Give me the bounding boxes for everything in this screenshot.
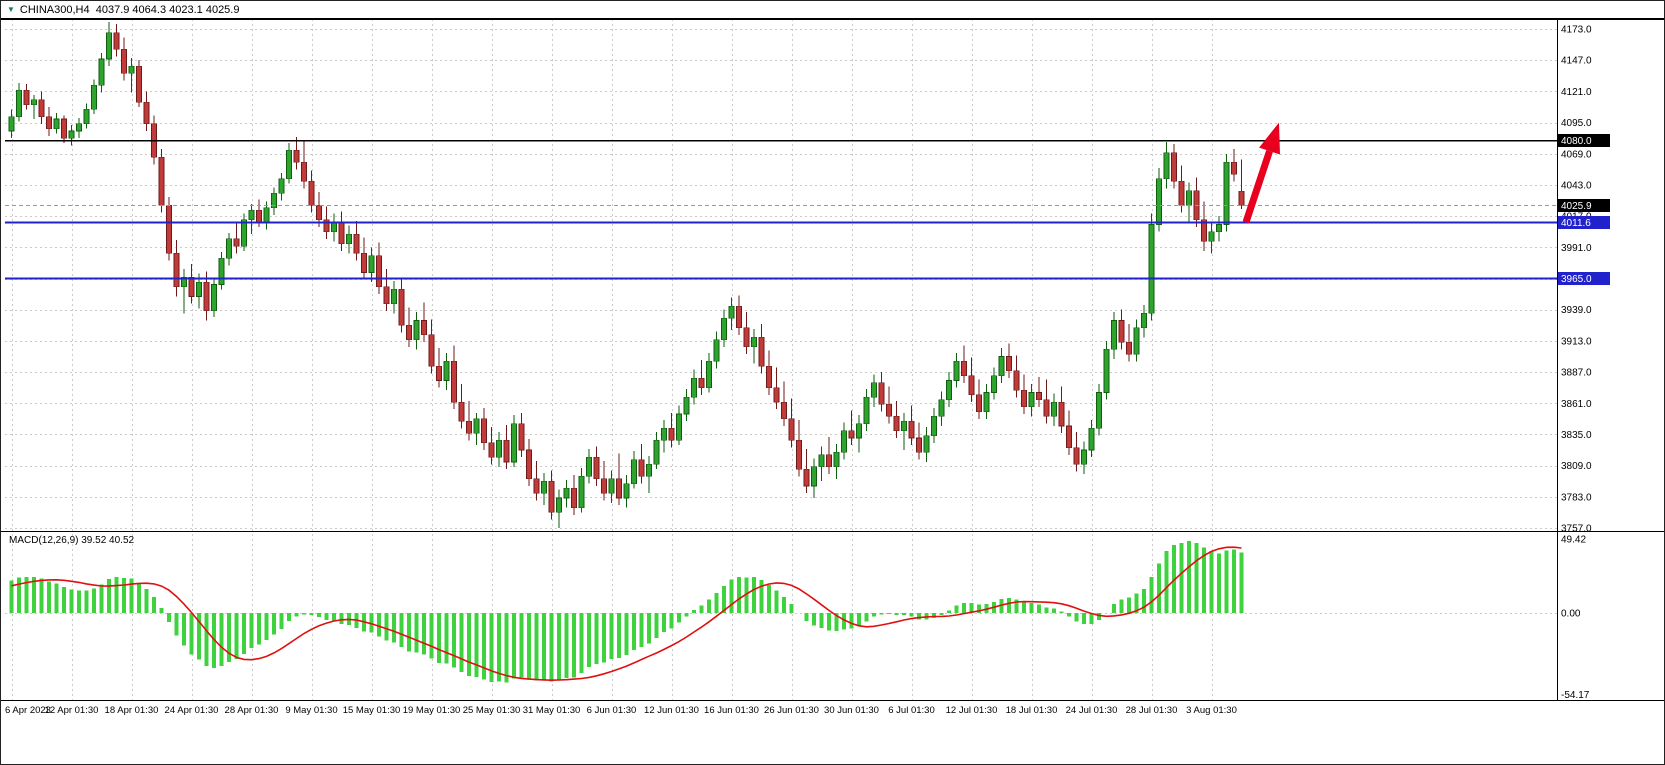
time-tick-label: 15 May 01:30 (343, 705, 401, 716)
svg-text:3965.0: 3965.0 (1561, 274, 1592, 285)
chart-frame (1, 19, 1664, 701)
price-tag: 3965.0 (1558, 272, 1610, 285)
macd-histogram (9, 541, 1244, 683)
price-tick-label: 3991.0 (1561, 243, 1592, 254)
time-tick-label: 26 Jun 01:30 (764, 705, 819, 716)
time-tick-label: 18 Apr 01:30 (105, 705, 159, 716)
price-tick-label: 3757.0 (1561, 524, 1592, 535)
time-tick-label: 16 Jun 01:30 (704, 705, 759, 716)
chart-header: ▼ CHINA300,H4 4037.9 4064.3 4023.1 4025.… (1, 1, 1664, 19)
price-tick-label: 4173.0 (1561, 25, 1592, 36)
price-tick-label: 3861.0 (1561, 399, 1592, 410)
time-tick-label: 3 Aug 01:30 (1186, 705, 1237, 716)
time-tick-label: 12 Jul 01:30 (946, 705, 998, 716)
price-tag: 4011.6 (1558, 216, 1610, 230)
price-tick-label: 4069.0 (1561, 149, 1592, 160)
price-tick-label: 4147.0 (1561, 56, 1592, 67)
time-tick-label: 28 Apr 01:30 (225, 705, 279, 716)
price-tick-label: 3913.0 (1561, 336, 1592, 347)
time-tick-label: 9 May 01:30 (285, 705, 337, 716)
price-tick-label: 3835.0 (1561, 430, 1592, 441)
svg-text:4025.9: 4025.9 (1561, 201, 1592, 212)
time-tick-label: 18 Jul 01:30 (1006, 705, 1058, 716)
time-tick-label: 6 Apr 2023 (5, 705, 51, 716)
price-tick-label: 4043.0 (1561, 180, 1592, 191)
time-tick-label: 6 Jun 01:30 (587, 705, 637, 716)
price-axis[interactable]: 4173.04147.04121.04095.04069.04043.04017… (1558, 25, 1610, 701)
gridlines (5, 19, 1557, 701)
time-tick-label: 24 Jul 01:30 (1066, 705, 1118, 716)
price-tick-label: 3809.0 (1561, 461, 1592, 472)
price-tick-label: 4095.0 (1561, 118, 1592, 129)
svg-text:4011.6: 4011.6 (1561, 218, 1591, 229)
price-tag: 4080.0 (1558, 134, 1610, 148)
price-tick-label: 3939.0 (1561, 305, 1592, 316)
time-tick-label: 12 Jun 01:30 (644, 705, 699, 716)
svg-text:4080.0: 4080.0 (1561, 136, 1592, 147)
annotation-arrow[interactable] (1242, 122, 1280, 224)
time-tick-label: 30 Jun 01:30 (824, 705, 879, 716)
macd-signal-line (11, 546, 1242, 682)
macd-indicator-label: MACD(12,26,9) 39.52 40.52 (9, 535, 135, 546)
macd-tick-label: 0.00 (1561, 609, 1581, 620)
price-tag: 4025.9 (1558, 198, 1610, 212)
time-tick-label: 6 Jul 01:30 (888, 705, 934, 716)
macd-tick-label: -54.17 (1561, 690, 1590, 701)
time-tick-label: 28 Jul 01:30 (1126, 705, 1178, 716)
macd-tick-label: 49.42 (1561, 534, 1586, 545)
price-tick-label: 4121.0 (1561, 87, 1592, 98)
time-tick-label: 24 Apr 01:30 (165, 705, 219, 716)
time-tick-label: 12 Apr 01:30 (45, 705, 99, 716)
symbol-dropdown-icon: ▼ (7, 4, 15, 14)
time-tick-label: 31 May 01:30 (523, 705, 581, 716)
price-tick-label: 3887.0 (1561, 368, 1592, 379)
candles-layer (8, 21, 1245, 528)
symbol-ohlc-label: CHINA300,H4 4037.9 4064.3 4023.1 4025.9 (19, 3, 240, 16)
time-tick-label: 25 May 01:30 (463, 705, 521, 716)
time-tick-label: 19 May 01:30 (403, 705, 461, 716)
price-tick-label: 3783.0 (1561, 492, 1592, 503)
